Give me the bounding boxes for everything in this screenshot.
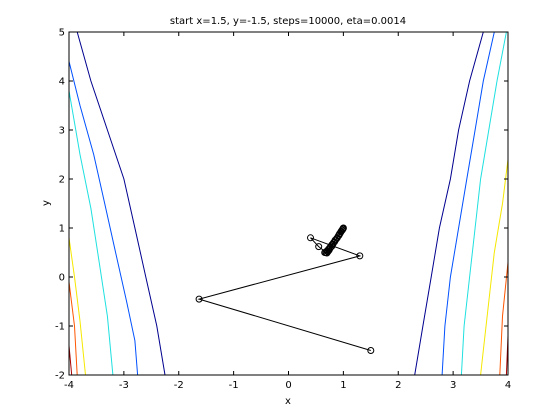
x-tick-label-1: 1 — [340, 380, 346, 391]
y-tick-label-0: 0 — [59, 273, 65, 284]
chart-title: start x=1.5, y=-1.5, steps=10000, eta=0.… — [170, 16, 406, 27]
y-tick-label-5: 5 — [59, 28, 65, 39]
x-tick-label-3: 3 — [450, 380, 456, 391]
x-tick-label--4: -4 — [64, 380, 74, 391]
y-tick-label-3: 3 — [59, 126, 65, 137]
x-tick-label-4: 4 — [505, 380, 511, 391]
x-tick-label--1: -1 — [229, 380, 239, 391]
y-tick-label-2: 2 — [59, 175, 65, 186]
x-axis-label: x — [285, 396, 291, 407]
y-tick-label-1: 1 — [59, 224, 65, 235]
x-tick-label-0: 0 — [285, 380, 291, 391]
y-tick-label--2: -2 — [55, 371, 65, 382]
x-tick-label--2: -2 — [174, 380, 184, 391]
x-tick-label-2: 2 — [395, 380, 401, 391]
y-axis-label: y — [41, 200, 52, 206]
y-tick-label--1: -1 — [55, 322, 65, 333]
x-tick-label--3: -3 — [119, 380, 129, 391]
y-tick-label-4: 4 — [59, 77, 65, 88]
